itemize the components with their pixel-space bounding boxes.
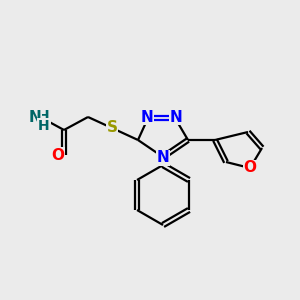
- Text: N: N: [157, 151, 169, 166]
- Text: N: N: [141, 110, 153, 124]
- Text: S: S: [106, 121, 118, 136]
- Text: H: H: [38, 119, 50, 133]
- Text: O: O: [244, 160, 256, 175]
- Text: O: O: [52, 148, 64, 163]
- Text: N: N: [28, 110, 41, 125]
- Text: N: N: [169, 110, 182, 124]
- Text: H: H: [38, 109, 50, 123]
